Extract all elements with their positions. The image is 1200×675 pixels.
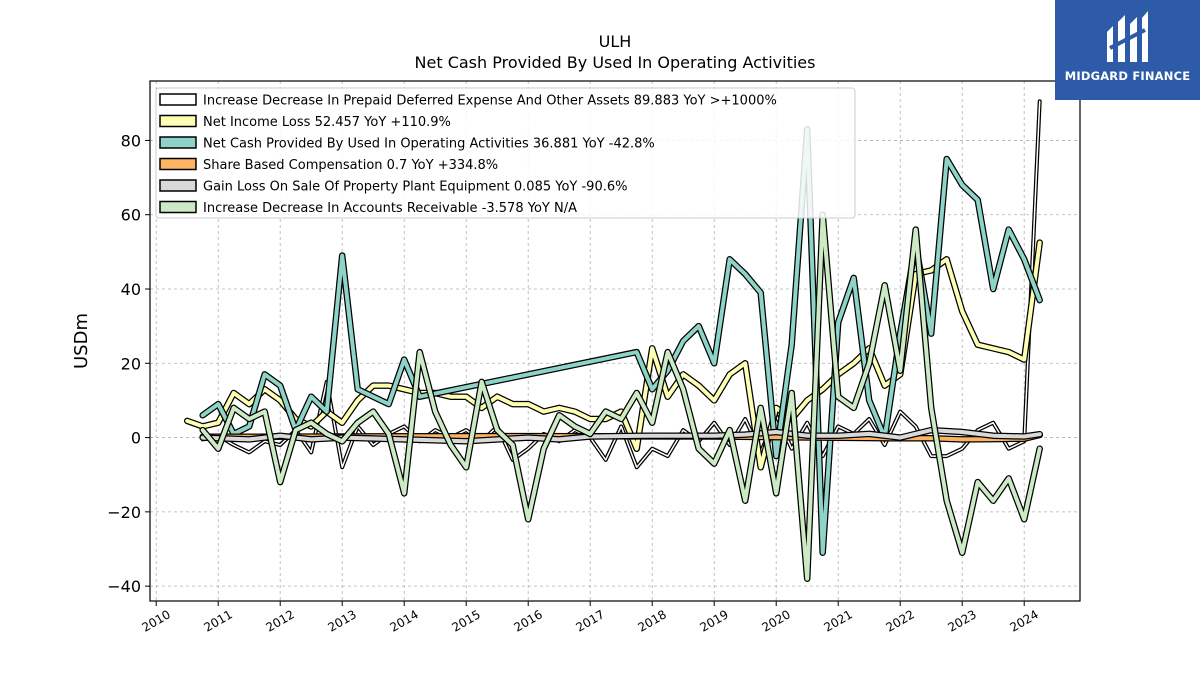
midgard-finance-logo: MIDGARD FINANCE xyxy=(1055,0,1200,100)
legend-frame xyxy=(155,87,856,219)
chart-title: ULH xyxy=(599,32,632,51)
x-tick-label: 2020 xyxy=(759,607,792,634)
plot-frame xyxy=(149,80,1081,602)
legend-label: Increase Decrease In Accounts Receivable… xyxy=(203,201,577,216)
y-tick-label: 0 xyxy=(131,429,141,448)
legend-swatch xyxy=(159,157,197,171)
y-tick-label: 40 xyxy=(121,280,141,299)
legend-label: Gain Loss On Sale Of Property Plant Equi… xyxy=(203,180,627,195)
x-tick-label: 2021 xyxy=(821,607,854,634)
legend-swatch xyxy=(159,93,197,106)
legend-swatch xyxy=(159,200,197,214)
y-axis: 80 60 40 20 0 −20 −40 xyxy=(107,131,150,596)
series-line-0 xyxy=(201,100,1041,469)
series-line-2 xyxy=(200,127,1042,555)
x-tick-label: 2019 xyxy=(697,607,730,634)
legend-label: Increase Decrease In Prepaid Deferred Ex… xyxy=(203,94,777,109)
x-tick-label: 2024 xyxy=(1007,607,1040,634)
y-tick-label: −40 xyxy=(107,577,141,596)
y-tick-label: 80 xyxy=(121,131,141,150)
y-tick-label: 60 xyxy=(121,206,141,225)
x-tick-label: 2011 xyxy=(201,607,234,634)
plot-series xyxy=(183,99,1043,582)
legend-swatch xyxy=(159,179,197,192)
x-tick-label: 2017 xyxy=(573,607,606,634)
legend-label: Net Income Loss 52.457 YoY +110.9% xyxy=(203,115,451,130)
series-line-5 xyxy=(200,212,1042,581)
legend: Increase Decrease In Prepaid Deferred Ex… xyxy=(155,87,856,219)
legend-swatch xyxy=(159,114,197,128)
x-tick-label: 2018 xyxy=(635,607,668,634)
y-tick-label: 20 xyxy=(121,354,141,373)
x-tick-label: 2015 xyxy=(449,607,482,634)
x-tick-label: 2012 xyxy=(263,607,296,634)
x-tick-label: 2022 xyxy=(883,607,916,634)
x-tick-label: 2023 xyxy=(945,607,978,634)
x-tick-label: 2010 xyxy=(139,607,172,634)
x-axis: 2010 2011 2012 2013 2014 2015 2016 2017 2018 2019… xyxy=(139,601,1041,635)
x-tick-label: 2014 xyxy=(387,607,420,634)
chart-subtitle: Net Cash Provided By Used In Operating A… xyxy=(415,53,816,72)
y-tick-label: −20 xyxy=(107,503,141,522)
y-axis-label: USDm xyxy=(71,313,92,369)
legend-label: Share Based Compensation 0.7 YoY +334.8% xyxy=(203,158,498,173)
x-tick-label: 2013 xyxy=(325,607,358,634)
logo-text: MIDGARD FINANCE xyxy=(1064,69,1191,83)
x-tick-label: 2016 xyxy=(511,607,544,634)
legend-label: Net Cash Provided By Used In Operating A… xyxy=(203,137,655,152)
legend-swatch xyxy=(159,136,197,149)
logo-mark-icon xyxy=(1107,11,1148,62)
